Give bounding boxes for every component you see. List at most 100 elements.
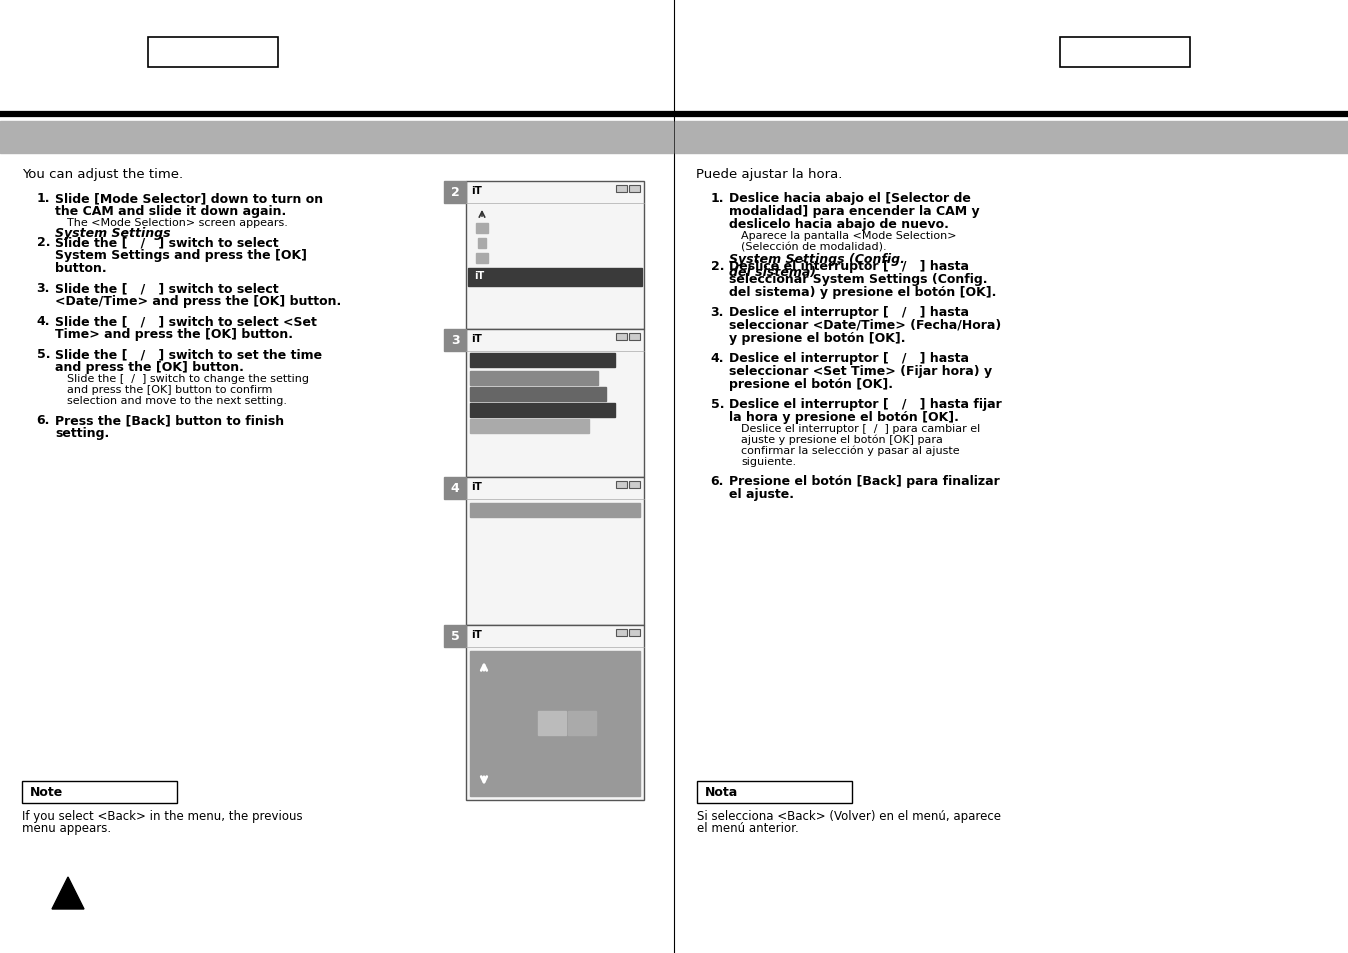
Text: If you select <Back> in the menu, the previous: If you select <Back> in the menu, the pr…	[22, 809, 302, 822]
Text: 6.: 6.	[36, 414, 50, 427]
Text: Note: Note	[30, 785, 63, 799]
Text: y presione el botón [OK].: y presione el botón [OK].	[729, 332, 906, 345]
Bar	[616, 629, 627, 637]
Bar	[630, 481, 640, 489]
Bar	[697, 781, 852, 803]
Text: Deslice hacia abajo el [Selector de: Deslice hacia abajo el [Selector de	[729, 192, 971, 205]
Bar	[568, 711, 596, 735]
Text: Si selecciona <Back> (Volver) en el menú, aparece: Si selecciona <Back> (Volver) en el menú…	[697, 809, 1002, 822]
Bar	[468, 269, 642, 287]
Text: 3.: 3.	[710, 306, 724, 318]
Text: iT: iT	[470, 629, 481, 639]
Text: Aparece la pantalla <Mode Selection>: Aparece la pantalla <Mode Selection>	[741, 231, 957, 241]
Bar	[630, 334, 640, 340]
Bar	[148, 38, 278, 68]
Bar	[443, 625, 466, 647]
Text: la hora y presione el botón [OK].: la hora y presione el botón [OK].	[729, 411, 958, 423]
Bar	[630, 186, 640, 193]
Text: presione el botón [OK].: presione el botón [OK].	[729, 377, 892, 391]
Text: Nota: Nota	[705, 785, 739, 799]
Bar	[443, 477, 466, 499]
Text: seleccionar <Date/Time> (Fecha/Hora): seleccionar <Date/Time> (Fecha/Hora)	[729, 318, 1002, 332]
Text: 5.: 5.	[710, 397, 724, 411]
Text: Deslice el interruptor [   /   ] hasta: Deslice el interruptor [ / ] hasta	[729, 306, 969, 318]
Polygon shape	[578, 272, 634, 328]
Text: <Date/Time> and press the [OK] button.: <Date/Time> and press the [OK] button.	[55, 294, 341, 308]
Bar	[470, 388, 607, 401]
Text: Slide the [   /   ] switch to select: Slide the [ / ] switch to select	[55, 235, 279, 249]
Bar	[479, 239, 487, 249]
Bar	[616, 334, 627, 340]
Bar	[470, 372, 597, 386]
Text: Slide the [  /  ] switch to change the setting: Slide the [ / ] switch to change the set…	[67, 374, 309, 384]
Text: 4: 4	[450, 482, 460, 495]
Text: Time> and press the [OK] button.: Time> and press the [OK] button.	[55, 328, 293, 340]
Text: Deslice el interruptor [   /   ] hasta: Deslice el interruptor [ / ] hasta	[729, 352, 969, 365]
Bar	[470, 403, 615, 417]
Bar	[616, 481, 627, 489]
Text: 3: 3	[450, 335, 460, 347]
Bar	[476, 253, 488, 264]
Bar	[22, 781, 177, 803]
Bar	[470, 651, 640, 796]
Bar	[630, 629, 640, 637]
Text: 5.: 5.	[36, 348, 50, 360]
Text: 3.: 3.	[36, 282, 50, 294]
Text: 6.: 6.	[710, 475, 724, 488]
Bar	[443, 330, 466, 352]
Text: The <Mode Selection> screen appears.: The <Mode Selection> screen appears.	[67, 218, 288, 228]
Bar	[476, 224, 488, 233]
Text: Presione el botón [Back] para finalizar: Presione el botón [Back] para finalizar	[729, 475, 1000, 488]
Text: Deslice el interruptor [   /   ] hasta: Deslice el interruptor [ / ] hasta	[729, 260, 969, 273]
Text: confirmar la selección y pasar al ajuste: confirmar la selección y pasar al ajuste	[741, 446, 960, 456]
Text: 1.: 1.	[710, 192, 724, 205]
Text: and press the [OK] button.: and press the [OK] button.	[55, 360, 244, 374]
Text: System Settings and press the [OK]: System Settings and press the [OK]	[55, 249, 307, 262]
Text: 2: 2	[450, 186, 460, 199]
Text: button.: button.	[55, 262, 106, 274]
Bar	[470, 354, 615, 368]
Text: selection and move to the next setting.: selection and move to the next setting.	[67, 395, 287, 406]
Bar	[466, 625, 644, 801]
Text: Deslice el interruptor [   /   ] hasta fijar: Deslice el interruptor [ / ] hasta fijar	[729, 397, 1002, 411]
Bar	[538, 711, 566, 735]
Text: iT: iT	[470, 481, 481, 492]
Bar	[675, 122, 1348, 153]
Text: System Settings: System Settings	[55, 227, 171, 240]
Text: and press the [OK] button to confirm: and press the [OK] button to confirm	[67, 385, 272, 395]
Text: menu appears.: menu appears.	[22, 821, 111, 834]
Text: ajuste y presione el botón [OK] para: ajuste y presione el botón [OK] para	[741, 435, 942, 445]
Text: seleccionar System Settings (Config.: seleccionar System Settings (Config.	[729, 273, 988, 286]
Text: 4.: 4.	[710, 352, 724, 365]
Bar	[1060, 38, 1190, 68]
Text: 5: 5	[450, 630, 460, 643]
Text: del sistema) y presione el botón [OK].: del sistema) y presione el botón [OK].	[729, 286, 996, 298]
Text: modalidad] para encender la CAM y: modalidad] para encender la CAM y	[729, 205, 980, 218]
Bar	[466, 330, 644, 477]
Text: 2.: 2.	[710, 260, 724, 273]
Polygon shape	[53, 877, 84, 909]
Text: iT: iT	[470, 186, 481, 195]
Text: Slide [Mode Selector] down to turn on: Slide [Mode Selector] down to turn on	[55, 192, 324, 205]
Text: 1.: 1.	[36, 192, 50, 205]
Text: iT: iT	[474, 271, 484, 281]
Text: del sistema): del sistema)	[729, 266, 816, 278]
Text: setting.: setting.	[55, 427, 109, 439]
Text: You can adjust the time.: You can adjust the time.	[22, 168, 183, 181]
Bar	[470, 419, 589, 434]
Bar	[470, 503, 640, 517]
Text: Slide the [   /   ] switch to select <Set: Slide the [ / ] switch to select <Set	[55, 314, 317, 328]
Text: siguiente.: siguiente.	[741, 456, 797, 467]
Polygon shape	[578, 569, 634, 625]
Text: Slide the [   /   ] switch to set the time: Slide the [ / ] switch to set the time	[55, 348, 322, 360]
Text: the CAM and slide it down again.: the CAM and slide it down again.	[55, 205, 286, 218]
Bar	[466, 477, 644, 625]
Text: Slide the [   /   ] switch to select: Slide the [ / ] switch to select	[55, 282, 279, 294]
Text: seleccionar <Set Time> (Fijar hora) y: seleccionar <Set Time> (Fijar hora) y	[729, 365, 992, 377]
Text: 4.: 4.	[36, 314, 50, 328]
Text: Press the [Back] button to finish: Press the [Back] button to finish	[55, 414, 284, 427]
Text: Puede ajustar la hora.: Puede ajustar la hora.	[696, 168, 842, 181]
Text: (Selección de modalidad).: (Selección de modalidad).	[741, 242, 887, 252]
Text: deslicelo hacia abajo de nuevo.: deslicelo hacia abajo de nuevo.	[729, 218, 949, 231]
Bar	[466, 182, 644, 330]
